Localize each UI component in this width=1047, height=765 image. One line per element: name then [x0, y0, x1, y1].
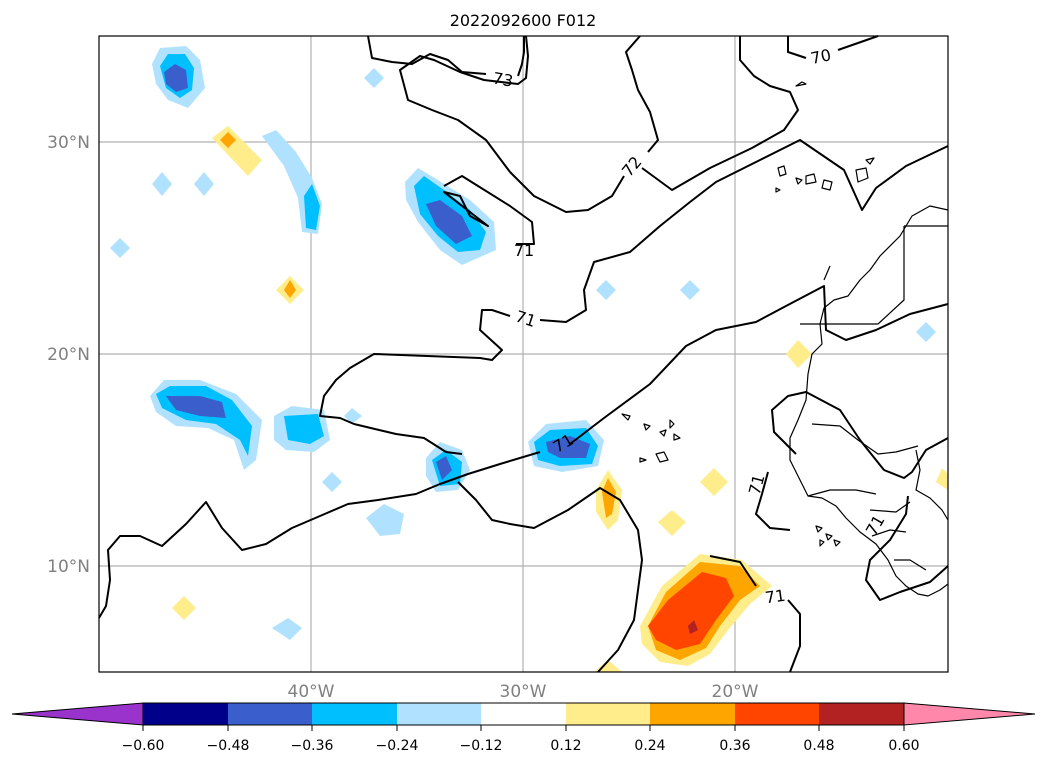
colorbar-label: −0.24: [376, 738, 419, 754]
warm-dot-3: [786, 340, 812, 368]
warm-col-core: [602, 478, 616, 518]
blob-nw-inner: [164, 64, 188, 92]
lon-label-20w: 20°W: [712, 682, 759, 702]
blob-central-mid-inner: [436, 456, 452, 480]
blob-dot-3: [194, 172, 214, 196]
contour-label-71-e: 71: [764, 586, 787, 608]
warm-dot-1-core: [284, 280, 296, 298]
blob-small-1: [366, 504, 404, 536]
contour-label-73: 73: [491, 68, 514, 90]
colorbar-outline: [142, 702, 905, 726]
blob-dot-5: [596, 280, 616, 300]
coast-inland-2: [807, 423, 927, 571]
contour-71-north: [443, 175, 535, 245]
colorbar-label: 0.60: [888, 738, 919, 754]
colorbar-bin-8: [735, 703, 819, 725]
lat-label-10n: 10°N: [47, 557, 90, 577]
warm-dot-2: [172, 596, 196, 620]
colorbar-label: −0.48: [207, 738, 250, 754]
blob-dot-4: [110, 238, 130, 258]
colorbar-extend-left: [11, 702, 144, 726]
lon-label-30w: 30°W: [500, 682, 547, 702]
blob-dot-8: [322, 472, 342, 492]
contour-73: [367, 35, 525, 77]
blob-small-2: [272, 618, 302, 640]
coast-inland-3: [915, 449, 949, 521]
colorbar-bin-2: [228, 703, 312, 725]
warm-n-1-core: [220, 132, 236, 148]
colorbar-label: −0.12: [460, 738, 503, 754]
longitude-labels: 40°W 30°W 20°W: [288, 682, 759, 702]
colorbar-label: 0.48: [803, 738, 834, 754]
contour-label-70: 70: [809, 45, 833, 68]
lat-label-20n: 20°N: [47, 345, 90, 365]
lon-label-40w: 40°W: [288, 682, 335, 702]
contour-lines: [98, 35, 949, 673]
latitude-labels: 30°N 20°N 10°N: [47, 133, 90, 577]
colorbar-label: −0.36: [291, 738, 334, 754]
contour-label-71-a: 71: [514, 241, 534, 260]
blob-west-mid-inner: [166, 396, 226, 418]
island-canaries: [775, 157, 875, 193]
colorbar-label: 0.36: [719, 738, 750, 754]
contour-71-africa: [755, 391, 949, 601]
warm-dot-5: [658, 510, 686, 536]
blob-east-mid-inner: [546, 436, 590, 458]
lat-label-30n: 30°N: [47, 133, 90, 153]
blob-dot-2: [152, 172, 172, 196]
colorbar-extend-right: [903, 702, 1036, 726]
blob-dot-10: [286, 156, 298, 180]
blob-dot-9: [344, 408, 362, 424]
blob-west-mid-2-core: [284, 414, 324, 444]
blob-dot-6: [680, 280, 700, 300]
map-frame: [98, 35, 949, 673]
contour-71-south: [457, 481, 643, 673]
colorbar-bin-1: [143, 703, 228, 725]
blob-dot-7: [916, 322, 936, 342]
blob-spine-core: [304, 184, 320, 230]
islands-bissagos: [815, 525, 841, 547]
warm-se-dark: [688, 620, 698, 634]
contour-label-71-d: 71: [745, 472, 769, 497]
contour-72-b: [641, 36, 799, 191]
contour-70: [787, 35, 879, 59]
colorbar-bin-7: [650, 703, 735, 725]
coast-nw-africa: [789, 205, 949, 597]
contour-71-mid: [319, 309, 511, 455]
colorbar-ticks: [142, 725, 905, 731]
warm-se-red: [648, 572, 734, 650]
colorbar-label: −0.60: [122, 738, 165, 754]
colorbar-bin-5: [481, 703, 566, 725]
coastlines: [621, 81, 949, 597]
colorbar-bin-4: [397, 703, 481, 725]
warm-dot-4: [700, 468, 728, 496]
colorbar-bin-6: [566, 703, 650, 725]
colorbar-bin-3: [312, 703, 397, 725]
positive-anomaly-areas: [172, 126, 948, 672]
blob-dot-1: [364, 68, 384, 88]
map-area: 73 72 70 71 71 71 71 71 71: [98, 35, 949, 673]
contour-72: [399, 35, 659, 213]
colorbar-bin-9: [819, 703, 904, 725]
map-title: 2022092600 F012: [450, 11, 597, 30]
colorbar-label: 0.12: [550, 738, 581, 754]
warm-dot-6: [936, 468, 948, 490]
island-cape-verde: [621, 81, 807, 463]
blob-central-north-inner: [426, 200, 472, 244]
colorbar-label: 0.24: [634, 738, 665, 754]
contour-71-east: [709, 555, 801, 673]
colorbar: −0.60 −0.48 −0.36 −0.24 −0.12 0.12 0.24 …: [11, 702, 1036, 754]
coast-inland-1: [800, 225, 948, 325]
contour-71-upper: [539, 139, 949, 323]
contour-71-cross: [98, 285, 949, 619]
